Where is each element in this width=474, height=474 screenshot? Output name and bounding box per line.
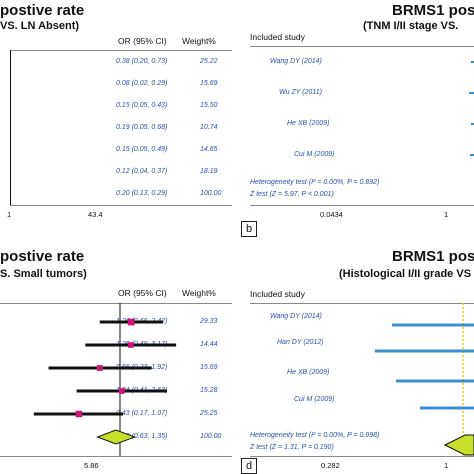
panel-b-study-1: Wang DY (2014) [270,58,322,65]
panel-b-axis [250,205,474,206]
panel-d-tick-left: 0.282 [321,461,340,470]
panel-d-marks [375,303,474,456]
panel-c-point-3 [96,365,103,371]
panel-c-or-6: 0.92 (0.63, 1.35) [116,433,168,440]
panel-a-axis [10,205,232,206]
panel-c-point-4 [119,388,125,394]
panel-b-header-rule [250,46,474,47]
panel-c-weight-5: 25.25 [200,410,218,417]
panel-d-pooled-diamond [443,434,474,456]
panel-c-or-5: 0.43 (0.17, 1.07) [116,410,168,417]
panel-b-tick-left: 0.0434 [320,210,343,219]
panel-c-marks [33,303,177,456]
panel-a-weight-5: 14.65 [200,146,218,153]
panel-d-study-3: He XB (2009) [287,369,330,376]
panel-d-subtitle: (Histological I/II grade VS [339,268,472,280]
panel-d-study-1: Wang DY (2014) [270,313,322,320]
panel-c-weight-3: 15.69 [200,364,218,371]
panel-b: BRMS1 pos (TNM I/II stage VS. Included s… [237,0,474,237]
panel-d-col-study: Included study [250,289,305,299]
panel-b-study-3: He XB (2009) [287,120,330,127]
panel-a-weight-1: 25.22 [200,58,218,65]
panel-a-tick-left: 1 [7,210,12,219]
panel-d-axis [250,456,474,457]
panel-b-heterogeneity: Heterogeneity test (I² = 0.00%, P = 0.89… [250,179,380,186]
panel-a-header-rule [10,50,232,51]
panel-a: postive rate VS. LN Absent) OR (95% CI) … [0,0,237,237]
panel-c-point-2 [128,342,134,348]
panel-c-header-rule [0,303,232,304]
panel-c-col-or: OR (95% CI) [118,288,167,298]
panel-b-study-4: Cui M (2009) [294,151,335,158]
panel-a-subtitle: VS. LN Absent) [0,20,80,32]
panel-a-weight-3: 15.50 [200,102,218,109]
panel-d-tick-right: 1 [444,461,449,470]
panel-b-tick-right: 1 [444,210,449,219]
panel-b-letter: b [241,221,257,237]
panel-a-or-7: 0.20 (0.13, 0.29) [116,190,168,197]
panel-a-or-3: 0.15 (0.05, 0.43) [116,102,168,109]
panel-a-col-weight: Weight% [182,36,216,46]
panel-d-z-test: Z test (Z = 1.31, P = 0.190) [250,444,334,451]
panel-a-weight-7: 100.00 [200,190,222,197]
panel-d-study-4: Cui M (2009) [294,396,335,403]
panel-c-weight-4: 15.28 [200,387,218,394]
panel-b-z-test: Z test (Z = 5.97, P < 0.001) [250,191,334,198]
panel-d-study-2: Han DY (2012) [277,339,324,346]
panel-c-subtitle: S. Small tumors) [0,268,87,280]
panel-d-letter: d [241,458,257,474]
panel-a-title: postive rate [0,2,85,19]
panel-c-weight-6: 100.00 [200,433,222,440]
panel-c-tick-right: 5.86 [84,461,99,470]
panel-c-weight-2: 14.44 [200,341,218,348]
panel-c-col-weight: Weight% [182,288,216,298]
panel-b-col-study: Included study [250,32,305,42]
panel-d-header-rule [250,303,474,304]
panel-a-tick-right: 43.4 [88,210,103,219]
panel-a-col-or: OR (95% CI) [118,36,167,46]
panel-c-title: postive rate [0,248,85,265]
panel-a-or-5: 0.15 (0.05, 0.49) [116,146,168,153]
panel-a-weight-2: 15.69 [200,80,218,87]
panel-a-weight-4: 10.74 [200,124,218,131]
panel-a-null-line [10,50,12,205]
panel-d: BRMS1 pos (Histological I/II grade VS In… [237,237,474,474]
panel-b-marks [469,61,474,156]
panel-c: postive rate S. Small tumors) OR (95% CI… [0,237,237,474]
panel-c-point-1 [127,318,135,326]
panel-a-or-4: 0.19 (0.05, 0.68) [116,124,168,131]
panel-a-weight-6: 18.19 [200,168,218,175]
panel-c-point-5 [75,410,83,418]
panel-d-title: BRMS1 pos [392,248,474,265]
panel-d-heterogeneity: Heterogeneity test (I² = 0.00%, P = 0.99… [250,432,380,439]
panel-c-pooled-diamond [96,429,137,445]
panel-a-or-2: 0.08 (0.02, 0.29) [116,80,168,87]
panel-c-weight-1: 29.33 [200,318,218,325]
panel-b-subtitle: (TNM I/II stage VS. [363,20,459,32]
panel-b-title: BRMS1 pos [392,2,474,19]
panel-b-study-2: Wu ZY (2011) [279,89,322,96]
panel-a-or-1: 0.38 (0.20, 0.73) [116,58,168,65]
panel-a-or-6: 0.12 (0.04, 0.37) [116,168,168,175]
panel-c-axis [0,456,232,457]
